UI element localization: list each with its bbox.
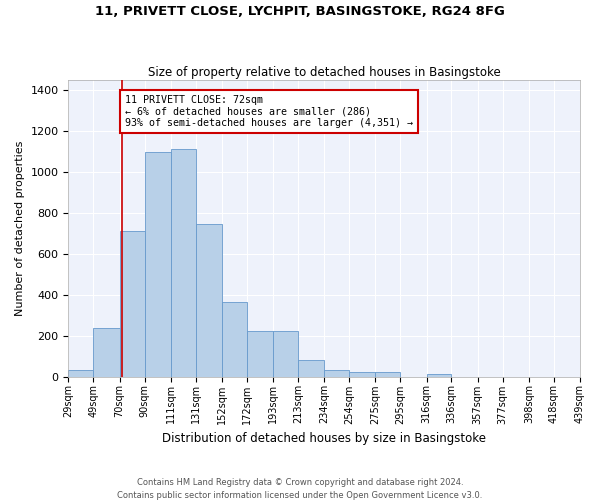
Bar <box>145 152 171 376</box>
Text: 11 PRIVETT CLOSE: 72sqm
← 6% of detached houses are smaller (286)
93% of semi-de: 11 PRIVETT CLOSE: 72sqm ← 6% of detached… <box>125 95 413 128</box>
Bar <box>324 370 349 376</box>
Bar <box>222 302 247 376</box>
Bar <box>349 372 376 376</box>
X-axis label: Distribution of detached houses by size in Basingstoke: Distribution of detached houses by size … <box>162 432 486 445</box>
Bar <box>94 328 119 376</box>
Y-axis label: Number of detached properties: Number of detached properties <box>15 140 25 316</box>
Bar <box>171 150 196 376</box>
Title: Size of property relative to detached houses in Basingstoke: Size of property relative to detached ho… <box>148 66 500 78</box>
Bar <box>68 370 94 376</box>
Bar <box>196 224 222 376</box>
Text: 11, PRIVETT CLOSE, LYCHPIT, BASINGSTOKE, RG24 8FG: 11, PRIVETT CLOSE, LYCHPIT, BASINGSTOKE,… <box>95 5 505 18</box>
Bar <box>376 372 400 376</box>
Bar <box>427 374 451 376</box>
Bar <box>119 231 145 376</box>
Bar <box>247 332 273 376</box>
Bar <box>298 360 324 376</box>
Bar <box>273 332 298 376</box>
Text: Contains HM Land Registry data © Crown copyright and database right 2024.
Contai: Contains HM Land Registry data © Crown c… <box>118 478 482 500</box>
